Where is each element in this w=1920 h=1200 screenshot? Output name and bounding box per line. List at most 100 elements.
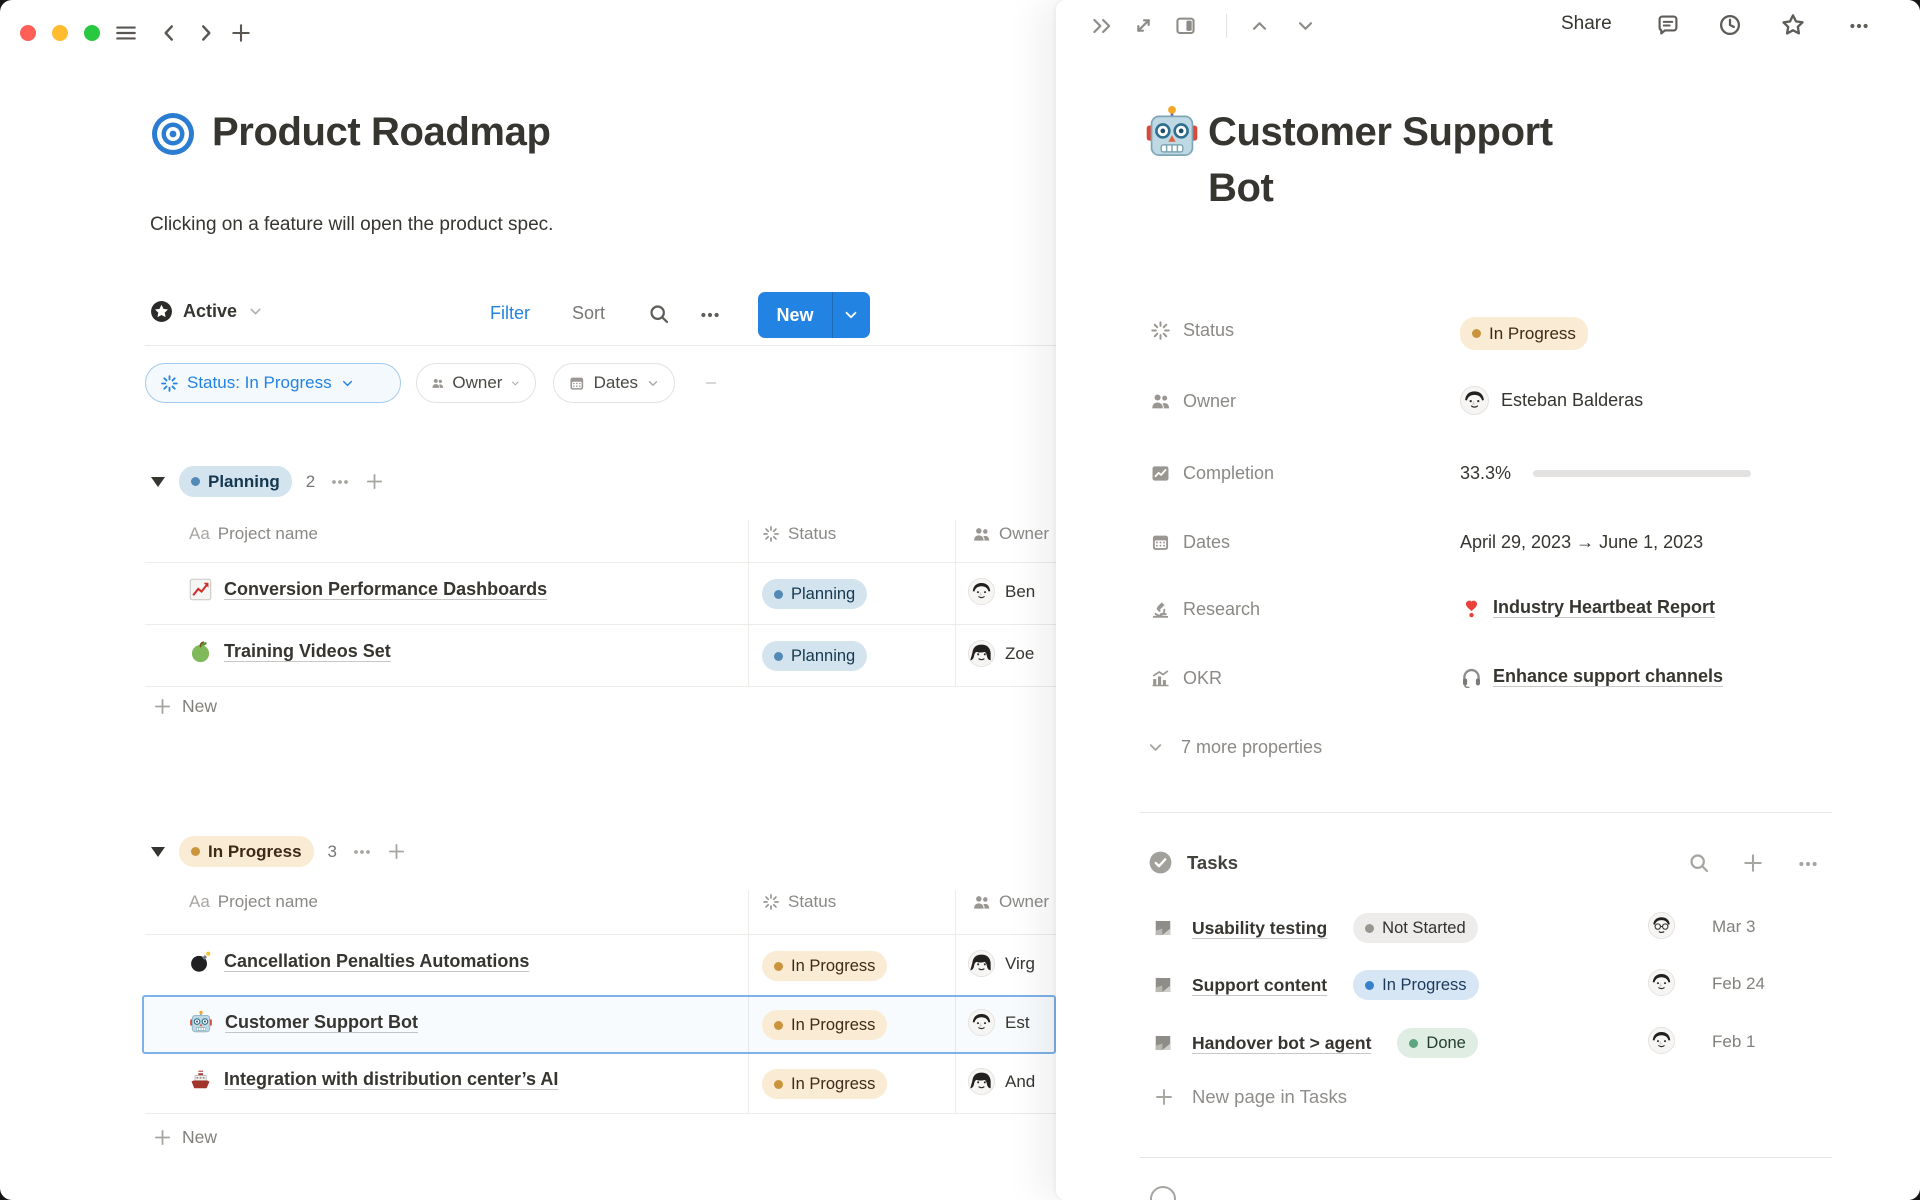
side-peek-toggle-icon[interactable]	[1174, 14, 1197, 37]
okr-link[interactable]: Enhance support channels	[1493, 666, 1724, 686]
prev-page-icon[interactable]	[1248, 15, 1271, 37]
owner-cell[interactable]: Zoe	[968, 640, 1034, 667]
project-name-link[interactable]: Integration with distribution center’s A…	[224, 1069, 559, 1089]
chevron-down-icon	[247, 303, 264, 320]
status-cell[interactable]: In Progress	[762, 951, 888, 981]
task-row[interactable]: Usability testing Not Started	[1152, 913, 1478, 943]
column-header-name[interactable]: Aa Project name	[189, 524, 318, 543]
task-date[interactable]: Feb 1	[1712, 1032, 1756, 1051]
task-status-pill[interactable]: Done	[1397, 1028, 1478, 1058]
property-label-completion[interactable]: Completion	[1150, 463, 1274, 484]
group-more-icon[interactable]	[351, 842, 373, 862]
more-properties-button[interactable]: 7 more properties	[1146, 737, 1322, 758]
view-tab-active[interactable]: Active	[150, 300, 264, 323]
owner-cell[interactable]: Virg	[968, 950, 1035, 977]
peek-panel: Share Customer Support Bot Status In Pro…	[1056, 0, 1920, 1200]
table-row[interactable]: Integration with distribution center’s A…	[189, 1068, 745, 1091]
table-row-selected[interactable]: Customer Support Bot	[189, 1010, 418, 1034]
property-value-research[interactable]: Industry Heartbeat Report	[1460, 596, 1715, 619]
more-options-icon[interactable]	[1846, 15, 1872, 37]
filter-chip-dates[interactable]: Dates	[553, 363, 675, 403]
tasks-search-icon[interactable]	[1688, 852, 1710, 874]
property-value-owner[interactable]: Esteban Balderas	[1460, 386, 1643, 415]
task-title-link[interactable]: Usability testing	[1192, 917, 1328, 938]
column-header-owner[interactable]: Owner	[972, 524, 1049, 544]
table-row[interactable]: Training Videos Set	[189, 640, 391, 663]
owner-cell[interactable]: Ben	[968, 578, 1035, 605]
table-row[interactable]: Cancellation Penalties Automations	[189, 950, 529, 973]
group-pill-planning[interactable]: Planning	[179, 466, 292, 497]
research-link[interactable]: Industry Heartbeat Report	[1493, 597, 1716, 617]
window-zoom-button[interactable]	[84, 25, 100, 41]
filter-chip-status[interactable]: Status: In Progress	[145, 363, 401, 403]
property-value-okr[interactable]: Enhance support channels	[1460, 665, 1723, 688]
property-label-dates[interactable]: Dates	[1150, 532, 1230, 553]
owner-cell[interactable]: Est	[968, 1009, 1030, 1036]
property-value-status[interactable]: In Progress	[1460, 317, 1588, 350]
favorite-star-icon[interactable]	[1780, 12, 1806, 38]
collapse-triangle-icon[interactable]	[151, 846, 165, 857]
page-icon-robot-emoji[interactable]	[1144, 104, 1200, 160]
comments-icon[interactable]	[1656, 13, 1680, 37]
status-cell[interactable]: In Progress	[762, 1010, 888, 1040]
tasks-more-icon[interactable]	[1796, 853, 1820, 875]
task-status-pill[interactable]: In Progress	[1353, 970, 1479, 1000]
property-label-status[interactable]: Status	[1150, 320, 1234, 341]
project-name-link[interactable]: Conversion Performance Dashboards	[224, 579, 548, 599]
expand-page-icon[interactable]	[1132, 14, 1155, 37]
status-cell[interactable]: In Progress	[762, 1069, 888, 1099]
column-header-status[interactable]: Status	[762, 524, 836, 544]
group-add-icon[interactable]	[365, 472, 384, 491]
new-button-chevron-icon[interactable]	[833, 306, 869, 324]
new-page-in-tasks-button[interactable]: New page in Tasks	[1154, 1086, 1347, 1108]
property-value-completion[interactable]: 33.3%	[1460, 463, 1752, 484]
window-close-button[interactable]	[20, 25, 36, 41]
project-name-link[interactable]: Training Videos Set	[224, 641, 391, 661]
task-status-pill[interactable]: Not Started	[1353, 913, 1478, 943]
avatar[interactable]	[1648, 1027, 1675, 1054]
property-value-dates[interactable]: April 29, 2023 → June 1, 2023	[1460, 532, 1704, 552]
filter-button[interactable]: Filter	[490, 303, 530, 323]
column-header-owner[interactable]: Owner	[972, 892, 1049, 912]
group-more-icon[interactable]	[329, 472, 351, 492]
task-title-link[interactable]: Handover bot > agent	[1192, 1032, 1372, 1053]
status-cell[interactable]: Planning	[762, 641, 868, 671]
close-peek-icon[interactable]	[1090, 15, 1114, 37]
project-name-link[interactable]: Customer Support Bot	[225, 1011, 418, 1032]
new-button[interactable]: New	[758, 292, 870, 338]
column-header-name[interactable]: Aa Project name	[189, 892, 318, 911]
add-row-button[interactable]: New	[153, 696, 217, 717]
window-minimize-button[interactable]	[52, 25, 68, 41]
status-cell[interactable]: Planning	[762, 579, 868, 609]
filter-chip-owner[interactable]: Owner	[416, 363, 536, 403]
add-row-button[interactable]: New	[153, 1122, 453, 1148]
task-date[interactable]: Mar 3	[1712, 917, 1756, 936]
task-date[interactable]: Feb 24	[1712, 974, 1765, 993]
tasks-add-icon[interactable]	[1742, 852, 1764, 874]
page-icon-target[interactable]	[151, 112, 195, 156]
avatar[interactable]	[1648, 969, 1675, 996]
new-button-divider	[832, 292, 833, 338]
group-pill-in-progress[interactable]: In Progress	[179, 836, 314, 867]
sort-button[interactable]: Sort	[572, 303, 606, 323]
updates-clock-icon[interactable]	[1718, 13, 1742, 37]
avatar	[968, 1068, 995, 1095]
task-row[interactable]: Support content In Progress	[1152, 970, 1479, 1000]
next-page-icon[interactable]	[1294, 15, 1317, 37]
task-title-link[interactable]: Support content	[1192, 974, 1328, 995]
property-label-owner[interactable]: Owner	[1150, 391, 1236, 412]
column-header-status[interactable]: Status	[762, 892, 836, 912]
search-icon[interactable]	[648, 303, 670, 325]
owner-cell[interactable]: And	[968, 1068, 1035, 1095]
property-label-research[interactable]: Research	[1150, 599, 1260, 620]
table-row[interactable]: Conversion Performance Dashboards	[189, 578, 547, 601]
avatar[interactable]	[1648, 912, 1675, 939]
property-label-okr[interactable]: OKR	[1150, 668, 1222, 689]
group-add-icon[interactable]	[387, 842, 406, 861]
task-row[interactable]: Handover bot > agent Done	[1152, 1028, 1478, 1058]
more-options-icon[interactable]	[698, 304, 722, 326]
project-name-link[interactable]: Cancellation Penalties Automations	[224, 951, 530, 971]
collapse-triangle-icon[interactable]	[151, 476, 165, 487]
share-button[interactable]: Share	[1561, 13, 1612, 34]
